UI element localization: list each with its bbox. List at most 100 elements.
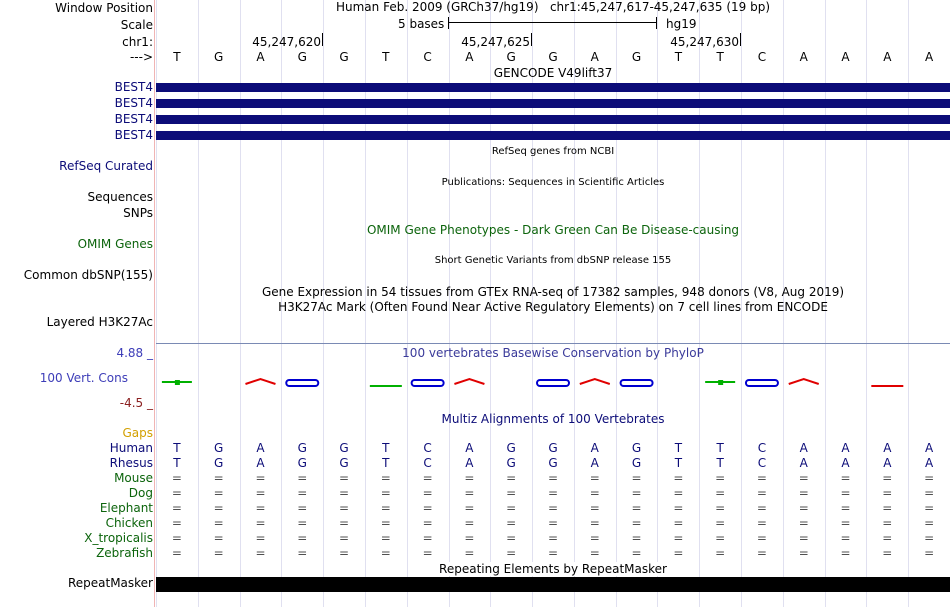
position-label-2: 45,247,625: [461, 35, 530, 49]
match-symbol: =: [631, 486, 642, 500]
repeatmasker-bar[interactable]: [156, 577, 950, 592]
match-symbol: =: [255, 486, 266, 500]
match-symbol: =: [255, 501, 266, 515]
match-symbol: =: [673, 486, 684, 500]
match-symbol: =: [213, 501, 224, 515]
species-label[interactable]: Zebrafish: [96, 546, 153, 560]
match-symbol: =: [422, 471, 433, 485]
species-label[interactable]: Dog: [128, 486, 153, 500]
match-symbol: =: [924, 546, 935, 560]
omim-label[interactable]: OMIM Genes: [77, 237, 153, 251]
label-divider: [154, 0, 155, 607]
dbsnp-label[interactable]: Common dbSNP(155): [23, 268, 153, 282]
human-base: C: [423, 441, 432, 455]
rhesus-base: A: [841, 456, 850, 470]
best4-label-4[interactable]: BEST4: [114, 128, 153, 142]
species-label[interactable]: Mouse: [114, 471, 153, 485]
gencode-title: GENCODE V49lift37: [493, 66, 613, 80]
best4-gene-4[interactable]: [156, 131, 950, 140]
match-symbol: =: [255, 531, 266, 545]
best4-label-1[interactable]: BEST4: [114, 80, 153, 94]
match-symbol: =: [213, 546, 224, 560]
match-symbol: =: [631, 531, 642, 545]
match-symbol: =: [756, 501, 767, 515]
match-symbol: =: [547, 486, 559, 500]
species-label[interactable]: Chicken: [105, 516, 153, 530]
base-letter: G: [631, 50, 642, 64]
rhesus-base: A: [924, 456, 934, 470]
match-symbol: =: [380, 486, 391, 500]
match-symbol: =: [840, 486, 851, 500]
match-symbol: =: [673, 501, 684, 515]
match-symbol: =: [213, 516, 224, 530]
gaps-label[interactable]: Gaps: [122, 426, 153, 440]
rhesus-base: G: [214, 456, 224, 470]
match-symbol: =: [255, 516, 266, 530]
species-label[interactable]: Elephant: [99, 501, 153, 515]
rhesus-base: G: [297, 456, 307, 470]
base-letter: T: [674, 50, 683, 64]
repeatmasker-label[interactable]: RepeatMasker: [67, 576, 153, 590]
conservation-mark: [536, 379, 570, 387]
match-symbol: =: [171, 531, 182, 545]
rhesus-base: A: [590, 456, 599, 470]
match-symbol: =: [506, 546, 517, 560]
match-symbol: =: [840, 531, 851, 545]
match-symbol: =: [422, 516, 433, 530]
match-symbol: =: [882, 546, 893, 560]
match-symbol: =: [422, 531, 433, 545]
dbsnp-title: Short Genetic Variants from dbSNP releas…: [434, 255, 672, 266]
match-symbol: =: [297, 546, 308, 560]
best4-label-3[interactable]: BEST4: [114, 112, 153, 126]
position-tick-3: [740, 33, 741, 46]
human-base: A: [924, 441, 934, 455]
match-symbol: =: [506, 471, 517, 485]
match-symbol: =: [171, 516, 182, 530]
base-letter: G: [214, 50, 224, 64]
h3k27ac-label[interactable]: Layered H3K27Ac: [46, 315, 153, 329]
best4-gene-1[interactable]: [156, 83, 950, 92]
match-symbol: =: [882, 486, 893, 500]
match-symbol: =: [297, 531, 308, 545]
multiz-title: Multiz Alignments of 100 Vertebrates: [441, 412, 665, 426]
phylop-max: 4.88 _: [116, 346, 153, 360]
scale-bar-right: [656, 17, 657, 29]
species-label[interactable]: X_tropicalis: [84, 531, 153, 545]
species-label[interactable]: Rhesus: [109, 456, 153, 470]
match-symbol: =: [171, 546, 182, 560]
match-symbol: =: [339, 501, 350, 515]
human-base: G: [297, 441, 307, 455]
match-symbol: =: [547, 471, 559, 485]
match-symbol: =: [673, 516, 684, 530]
phylop-label[interactable]: 100 Vert. Cons: [39, 371, 128, 385]
match-symbol: =: [506, 531, 517, 545]
conservation-mark: [410, 379, 445, 387]
species-label[interactable]: Human: [109, 441, 153, 455]
match-symbol: =: [422, 486, 433, 500]
strand-label: --->: [129, 50, 153, 64]
rhesus-base: C: [757, 456, 767, 470]
sequences-label[interactable]: Sequences: [87, 190, 153, 204]
match-symbol: =: [506, 486, 517, 500]
snps-label[interactable]: SNPs: [123, 206, 153, 220]
best4-label-2[interactable]: BEST4: [114, 96, 153, 110]
match-symbol: =: [882, 471, 893, 485]
h3k27ac-title: H3K27Ac Mark (Often Found Near Active Re…: [278, 300, 828, 314]
human-base: A: [799, 441, 808, 455]
match-symbol: =: [715, 546, 726, 560]
best4-gene-3[interactable]: [156, 115, 950, 124]
conservation-mark: [788, 377, 820, 385]
base-letter: A: [465, 50, 474, 64]
best4-gene-2[interactable]: [156, 99, 950, 108]
match-symbol: =: [297, 516, 308, 530]
conservation-mark: [619, 379, 654, 387]
match-symbol: =: [715, 531, 726, 545]
match-symbol: =: [422, 546, 433, 560]
match-symbol: =: [547, 531, 559, 545]
match-symbol: =: [464, 516, 475, 530]
match-symbol: =: [756, 516, 767, 530]
match-symbol: =: [380, 471, 391, 485]
refseq-label[interactable]: RefSeq Curated: [59, 159, 153, 173]
base-letter: T: [173, 50, 181, 64]
